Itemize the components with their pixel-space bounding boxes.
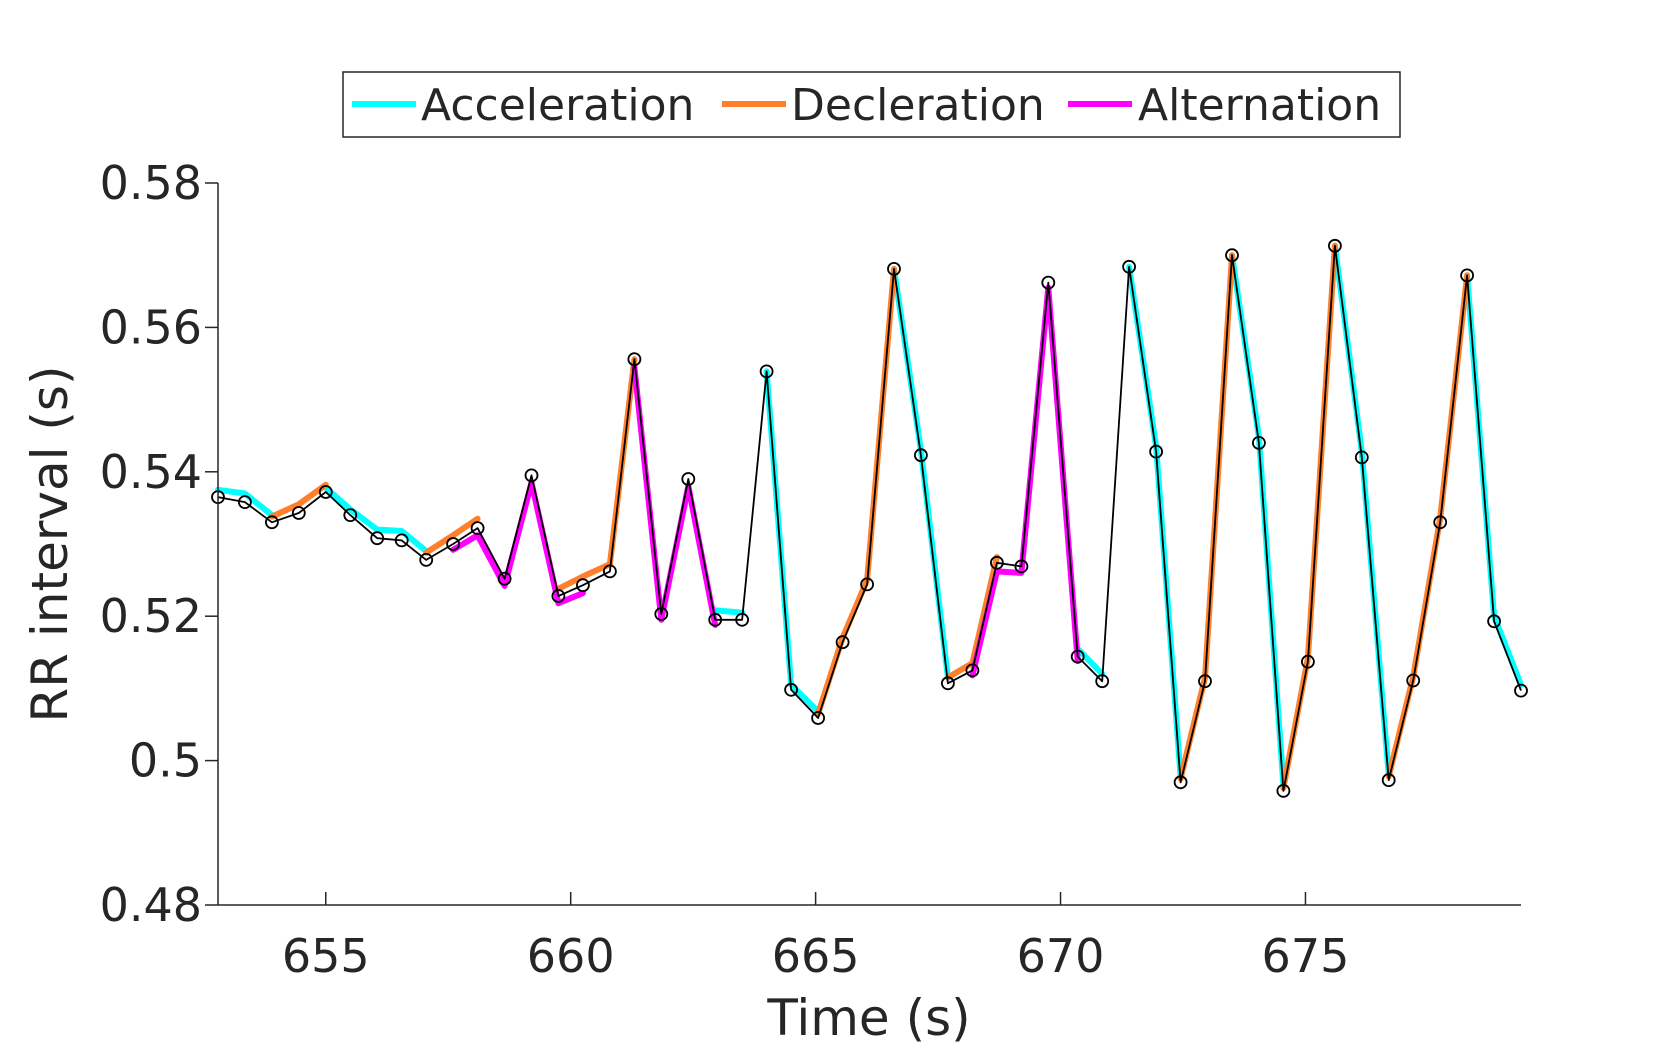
rr-point-38 <box>1198 674 1212 689</box>
rr-point-50 <box>1514 683 1528 698</box>
series-acceleration-8 <box>1331 242 1392 778</box>
series-acceleration-6 <box>1126 263 1184 780</box>
rr-point-33 <box>1070 649 1085 664</box>
rr-point-47 <box>1433 515 1448 530</box>
rr-line <box>217 244 1522 792</box>
rr-point-8 <box>419 553 434 567</box>
x-tick-label-2: 665 <box>772 929 860 983</box>
series-decleration-14 <box>944 554 1000 681</box>
y-tick-label-5: 0.58 <box>100 156 202 210</box>
series-decleration-11 <box>423 515 481 556</box>
rr-point-15 <box>603 564 617 579</box>
y-axis-label: RR interval (s) <box>21 366 79 723</box>
rr-point-19 <box>708 612 723 627</box>
series-alternation-19 <box>631 364 719 628</box>
series-decleration-10 <box>268 481 329 520</box>
rr-point-29 <box>965 663 980 678</box>
rr-point-20 <box>735 612 749 627</box>
rr-point-12 <box>524 468 539 483</box>
rr-point-18 <box>681 472 696 486</box>
rr-point-48 <box>1460 268 1474 283</box>
rr-line-layer <box>217 244 1522 792</box>
rr-point-42 <box>1301 654 1315 669</box>
axes: 0.48 0.5 0.52 0.54 0.56 0.58 655 660 665 670 675 <box>100 156 1521 983</box>
rr-point-6 <box>370 531 385 546</box>
y-tick-label-3: 0.54 <box>100 445 202 499</box>
x-tick-label-1: 660 <box>527 929 615 983</box>
series-decleration-17 <box>1385 272 1471 780</box>
series-acceleration-0 <box>215 486 275 519</box>
legend: Acceleration Decleration Alternation <box>342 71 1401 138</box>
series-decleration-12 <box>555 356 638 592</box>
series-decleration-13 <box>815 265 897 717</box>
series-decleration-15 <box>1177 252 1235 782</box>
x-tick-label-0: 655 <box>282 929 370 983</box>
rr-point-25 <box>860 577 874 592</box>
rr-point-23 <box>811 711 825 725</box>
x-ticks: 655 660 665 670 675 <box>282 892 1350 983</box>
x-tick-label-4: 675 <box>1262 929 1350 983</box>
rr-point-44 <box>1354 450 1369 465</box>
series-acceleration-7 <box>1229 252 1287 789</box>
legend-label-acceleration: Acceleration <box>421 80 694 131</box>
legend-label-decleration: Decleration <box>791 80 1045 131</box>
rr-point-9 <box>446 537 461 551</box>
x-axis-label: Time (s) <box>766 989 970 1042</box>
rr-point-32 <box>1041 275 1056 290</box>
rr-point-13 <box>551 589 566 603</box>
series-acceleration-1 <box>322 484 430 555</box>
y-tick-label-0: 0.48 <box>100 878 202 932</box>
rr-point-21 <box>759 364 774 379</box>
rr-point-16 <box>627 352 642 367</box>
rr-point-43 <box>1328 238 1342 253</box>
rr-point-2 <box>264 515 279 530</box>
rr-point-49 <box>1487 614 1501 629</box>
marker-layer <box>211 238 1528 798</box>
rr-point-37 <box>1173 775 1188 790</box>
rr-point-1 <box>237 495 252 510</box>
rr-point-14 <box>576 578 590 593</box>
rr-point-35 <box>1122 259 1136 274</box>
rr-point-34 <box>1095 674 1110 689</box>
y-tick-label-4: 0.56 <box>100 300 202 354</box>
rr-point-46 <box>1406 673 1421 688</box>
series-decleration-16 <box>1280 242 1338 791</box>
plot-area <box>211 238 1528 798</box>
rr-point-7 <box>394 533 409 548</box>
rr-point-4 <box>318 485 333 499</box>
rr-point-22 <box>784 682 798 697</box>
rr-point-11 <box>497 571 512 586</box>
series-alternation-20 <box>969 284 1081 679</box>
rr-point-28 <box>941 676 955 691</box>
legend-label-alternation: Alternation <box>1138 80 1381 131</box>
series-layer <box>215 242 1524 791</box>
legend-box <box>342 71 1401 138</box>
rr-point-40 <box>1252 435 1266 450</box>
rr-point-45 <box>1381 773 1396 787</box>
y-tick-label-2: 0.52 <box>100 589 202 643</box>
series-acceleration-3 <box>763 368 822 715</box>
rr-point-39 <box>1225 248 1239 263</box>
rr-point-26 <box>887 261 901 276</box>
rr-point-3 <box>291 506 306 520</box>
y-ticks: 0.48 0.5 0.52 0.54 0.56 0.58 <box>100 156 218 932</box>
rr-point-36 <box>1149 444 1163 459</box>
series-acceleration-2 <box>712 607 746 616</box>
rr-point-41 <box>1276 784 1291 798</box>
rr-point-10 <box>470 521 485 535</box>
rr-point-24 <box>835 635 850 650</box>
rr-point-30 <box>990 555 1004 570</box>
rr-point-17 <box>654 607 669 621</box>
y-tick-label-1: 0.5 <box>129 734 202 788</box>
rr-point-5 <box>343 508 358 522</box>
x-tick-label-3: 670 <box>1017 929 1105 983</box>
rr-point-27 <box>914 448 928 463</box>
rr-point-31 <box>1014 559 1029 574</box>
